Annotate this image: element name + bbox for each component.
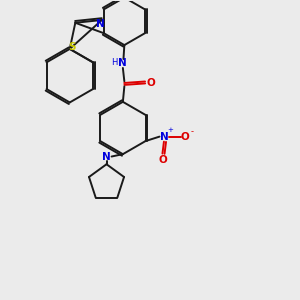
Text: O: O — [147, 78, 155, 88]
Text: N: N — [102, 152, 111, 161]
Text: -: - — [190, 127, 194, 136]
Text: N: N — [118, 58, 127, 68]
Text: +: + — [167, 127, 173, 133]
Text: O: O — [158, 155, 167, 165]
Text: O: O — [181, 132, 190, 142]
Text: N: N — [160, 132, 168, 142]
Text: N: N — [96, 19, 105, 28]
Text: H: H — [111, 58, 118, 68]
Text: S: S — [68, 42, 76, 52]
